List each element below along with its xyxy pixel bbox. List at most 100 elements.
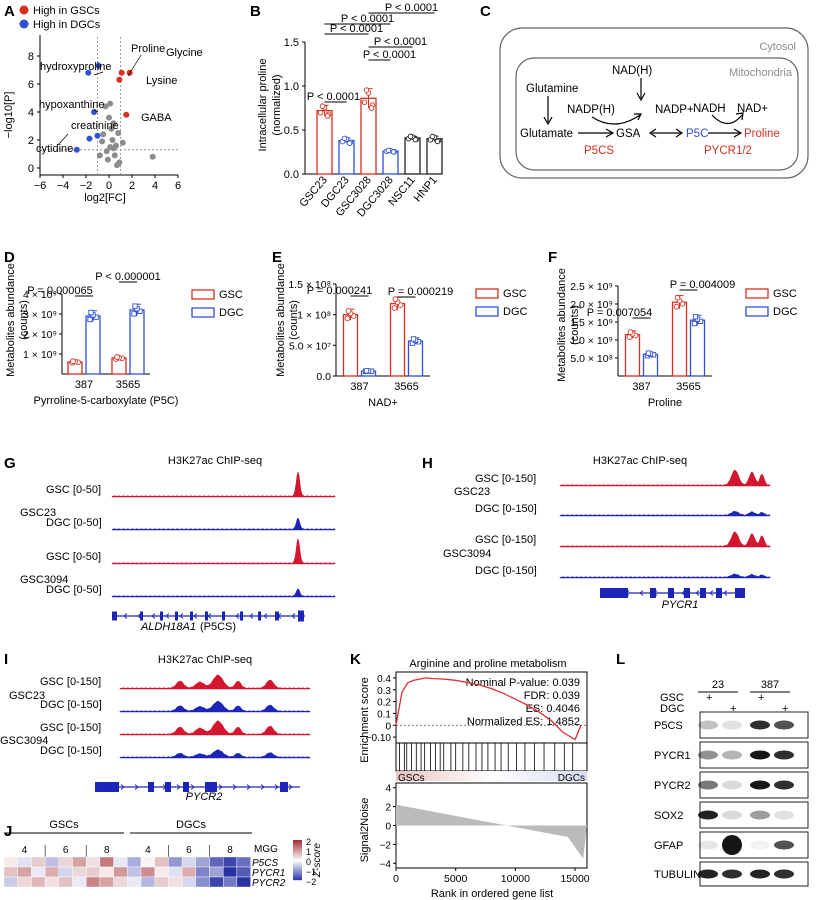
k-gradient-step bbox=[456, 771, 460, 781]
k-bar-left: GSCs bbox=[398, 773, 425, 784]
data-point bbox=[114, 354, 120, 360]
data-point bbox=[131, 311, 137, 317]
b-point bbox=[363, 87, 370, 93]
scale-step bbox=[293, 854, 302, 856]
k-y-tick-label: −0.10 bbox=[366, 733, 392, 744]
heatmap-cell bbox=[222, 866, 238, 878]
legend-swatch bbox=[745, 288, 769, 299]
gene-exon bbox=[165, 782, 171, 792]
k-gradient-step bbox=[568, 771, 572, 781]
k-gradient-step bbox=[478, 771, 483, 781]
k-enrichment-line bbox=[395, 677, 582, 741]
gene-strand-arrow bbox=[151, 613, 156, 619]
data-point bbox=[645, 350, 652, 356]
panel-label-c: C bbox=[480, 3, 491, 20]
label-proline: Proline bbox=[131, 43, 165, 55]
scale-step bbox=[293, 855, 302, 857]
enzyme-p5cs: P5CS bbox=[584, 145, 614, 157]
a-point bbox=[114, 162, 121, 169]
chip-track bbox=[119, 700, 311, 713]
k-gradient-step bbox=[421, 771, 425, 781]
a-y-tick-label: 4 bbox=[28, 107, 34, 119]
bar-chart-d: 1 × 10⁹ 2 × 10⁹ 3 × 10⁹ 4 × 10⁹ 387 P = 0.000… bbox=[23, 271, 243, 407]
b-point bbox=[390, 149, 397, 155]
data-point bbox=[363, 368, 370, 374]
scale-step bbox=[293, 850, 302, 852]
k-gradient-step bbox=[437, 771, 441, 781]
blot-band bbox=[722, 720, 742, 730]
bar bbox=[689, 319, 706, 377]
heatmap-cell bbox=[85, 866, 101, 878]
k-gradient-step bbox=[472, 771, 476, 781]
k-gradient-step bbox=[396, 771, 400, 781]
i-line-1: GSC23 bbox=[9, 690, 45, 702]
scale-step bbox=[293, 870, 302, 872]
g-tracks bbox=[111, 470, 336, 598]
scale-step bbox=[293, 840, 302, 842]
heatmap-cell bbox=[99, 856, 114, 868]
heatmap-cell bbox=[168, 866, 183, 878]
heatmap-cell bbox=[154, 866, 169, 878]
chip-track bbox=[559, 573, 771, 579]
heatmap-cell bbox=[31, 856, 46, 868]
k-x-tick-label: 15000 bbox=[560, 873, 589, 885]
heatmap-cell bbox=[44, 876, 59, 888]
scale-step bbox=[293, 862, 302, 864]
b-comparison-label: P < 0.0001 bbox=[385, 2, 438, 14]
bar bbox=[129, 309, 145, 375]
b-bar bbox=[316, 109, 333, 175]
legend-swatch bbox=[191, 307, 215, 318]
k-gradient-step bbox=[450, 771, 454, 781]
cytosol-label: Cytosol bbox=[759, 41, 796, 53]
blot-label: TUBULIN bbox=[654, 869, 701, 881]
y-tick-label: 3 × 10⁹ bbox=[23, 309, 57, 321]
heatmap-cell bbox=[168, 876, 183, 888]
k-gradient-step bbox=[533, 771, 537, 781]
chip-track bbox=[111, 537, 336, 565]
panel-h: H H3K27ac ChIP-seq GSC23 GSC3094 GSC [0-… bbox=[422, 455, 771, 611]
b-point bbox=[368, 105, 375, 111]
blot-band bbox=[750, 750, 770, 760]
node-nadp-plus: NADP+ bbox=[655, 104, 694, 116]
h-row-1: GSC [0-150] bbox=[475, 473, 536, 485]
a-ylabel: −log10[P] bbox=[3, 92, 15, 139]
scale-step bbox=[293, 869, 302, 871]
panel-k: K Arginine and proline metabolism Enrich… bbox=[350, 651, 590, 900]
panel-label-f: F bbox=[548, 249, 557, 266]
g-row-3: GSC [0-50] bbox=[46, 551, 101, 563]
k-gradient-step bbox=[399, 771, 403, 781]
k-x-tick-label: 5000 bbox=[444, 873, 468, 885]
k-y-tick-label-bottom: −2 bbox=[380, 840, 392, 851]
heatmap-cell bbox=[72, 876, 87, 888]
k-gradient-step bbox=[555, 771, 559, 781]
panel-l: L 23 387 GSC DGC + + + + P5CS PYCR1 PYCR2 S… bbox=[616, 651, 809, 887]
j-gene-2: PYCR1 bbox=[252, 868, 285, 879]
scale-step bbox=[293, 868, 302, 870]
data-point bbox=[87, 316, 93, 323]
k-gradient-step bbox=[462, 771, 467, 781]
b-bar bbox=[404, 137, 421, 175]
heatmap-cell bbox=[195, 876, 210, 888]
k-gradient-step bbox=[482, 771, 486, 781]
blot-band bbox=[698, 840, 718, 850]
gene-exon bbox=[148, 782, 154, 792]
blot-band bbox=[750, 810, 770, 820]
h-tracks bbox=[559, 469, 771, 579]
k-gradient-step bbox=[402, 771, 406, 781]
j-group-gsc: GSCs bbox=[49, 819, 79, 831]
label-hydroxyproline: hydroxyproline bbox=[40, 61, 112, 73]
heatmap-cell bbox=[236, 876, 251, 888]
gene-strand-arrow bbox=[120, 784, 125, 790]
f-ylabel: Metabolites abundance bbox=[556, 268, 568, 382]
k-y-tick-label: 0.2 bbox=[377, 698, 391, 709]
pathway-arrows bbox=[543, 78, 744, 138]
scale-step bbox=[293, 845, 302, 847]
chip-track bbox=[559, 469, 771, 487]
data-point bbox=[70, 358, 76, 365]
g-line-1: GSC23 bbox=[20, 507, 56, 519]
scale-step bbox=[293, 844, 302, 846]
legend-marker-gsc bbox=[19, 5, 29, 15]
label-hypoxanthine: hypoxanthine bbox=[39, 99, 104, 111]
